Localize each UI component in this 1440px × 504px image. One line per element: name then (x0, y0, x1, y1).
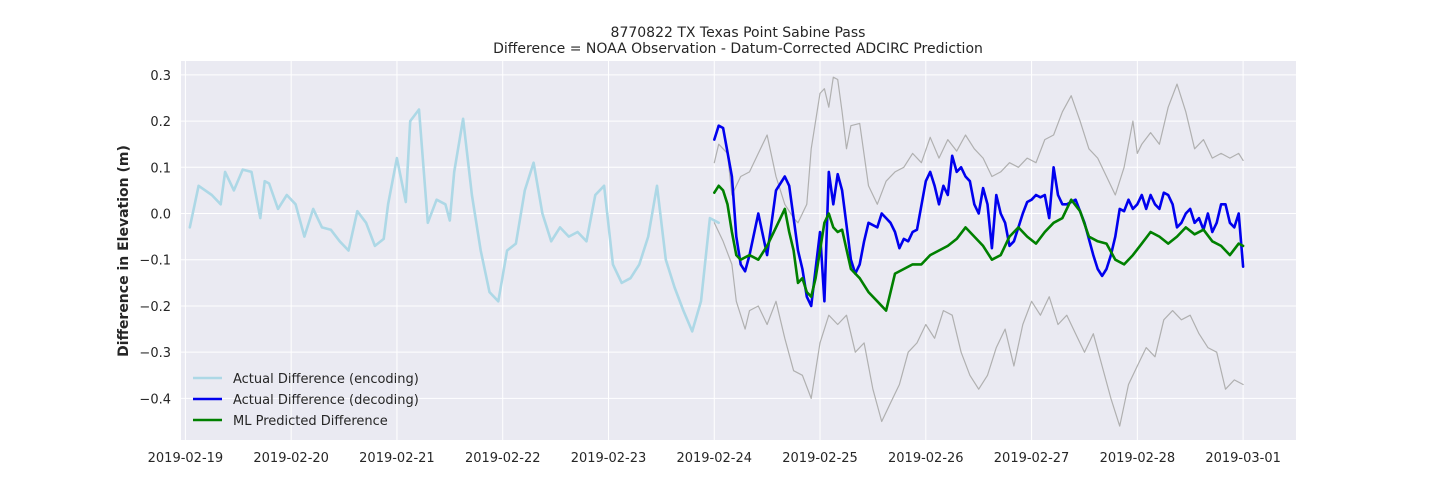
y-tick-label: −0.4 (139, 392, 171, 407)
x-tick-label: 2019-02-24 (676, 451, 752, 466)
x-tick-label: 2019-02-26 (888, 451, 964, 466)
x-tick-label: 2019-02-19 (148, 451, 224, 466)
band-line-lower (713, 222, 1244, 427)
y-tick-label: −0.1 (139, 254, 171, 269)
legend: Actual Difference (encoding) Actual Diff… (193, 372, 419, 429)
legend-item-predicted: ML Predicted Difference (193, 414, 388, 429)
y-tick-label: 0.2 (150, 115, 171, 130)
y-tick-label: −0.2 (139, 300, 171, 315)
y-tick-label: 0.3 (150, 69, 171, 84)
legend-label-predicted: ML Predicted Difference (233, 414, 388, 429)
series-group (188, 76, 1245, 427)
legend-item-decoding: Actual Difference (decoding) (193, 393, 419, 408)
y-tick-label: 0.0 (150, 208, 171, 223)
legend-item-encoding: Actual Difference (encoding) (193, 372, 419, 387)
chart-title: 8770822 TX Texas Point Sabine Pass (611, 25, 866, 41)
legend-label-encoding: Actual Difference (encoding) (233, 372, 419, 387)
series-line-predicted (712, 184, 1245, 312)
chart-subtitle: Difference = NOAA Observation - Datum-Co… (493, 41, 983, 57)
series-line-encoding (188, 108, 721, 333)
x-tick-label: 2019-02-23 (571, 451, 647, 466)
x-tick-label: 2019-02-21 (359, 451, 435, 466)
x-tick-label: 2019-02-28 (1100, 451, 1176, 466)
y-tick-label: −0.3 (139, 346, 171, 361)
x-tick-label: 2019-02-27 (994, 451, 1070, 466)
x-axis-ticks: 2019-02-19 2019-02-20 2019-02-21 2019-02-22… (148, 451, 1281, 466)
legend-label-decoding: Actual Difference (decoding) (233, 393, 419, 408)
y-axis-label: Difference in Elevation (m) (116, 145, 132, 357)
x-tick-label: 2019-02-22 (465, 451, 541, 466)
band-line-upper (713, 76, 1244, 224)
y-tick-label: 0.1 (150, 161, 171, 176)
x-tick-label: 2019-02-25 (782, 451, 858, 466)
x-tick-label: 2019-02-20 (253, 451, 329, 466)
y-axis-ticks: −0.4 −0.3 −0.2 −0.1 0.0 0.1 0.2 0.3 (139, 69, 171, 408)
x-tick-label: 2019-03-01 (1205, 451, 1281, 466)
